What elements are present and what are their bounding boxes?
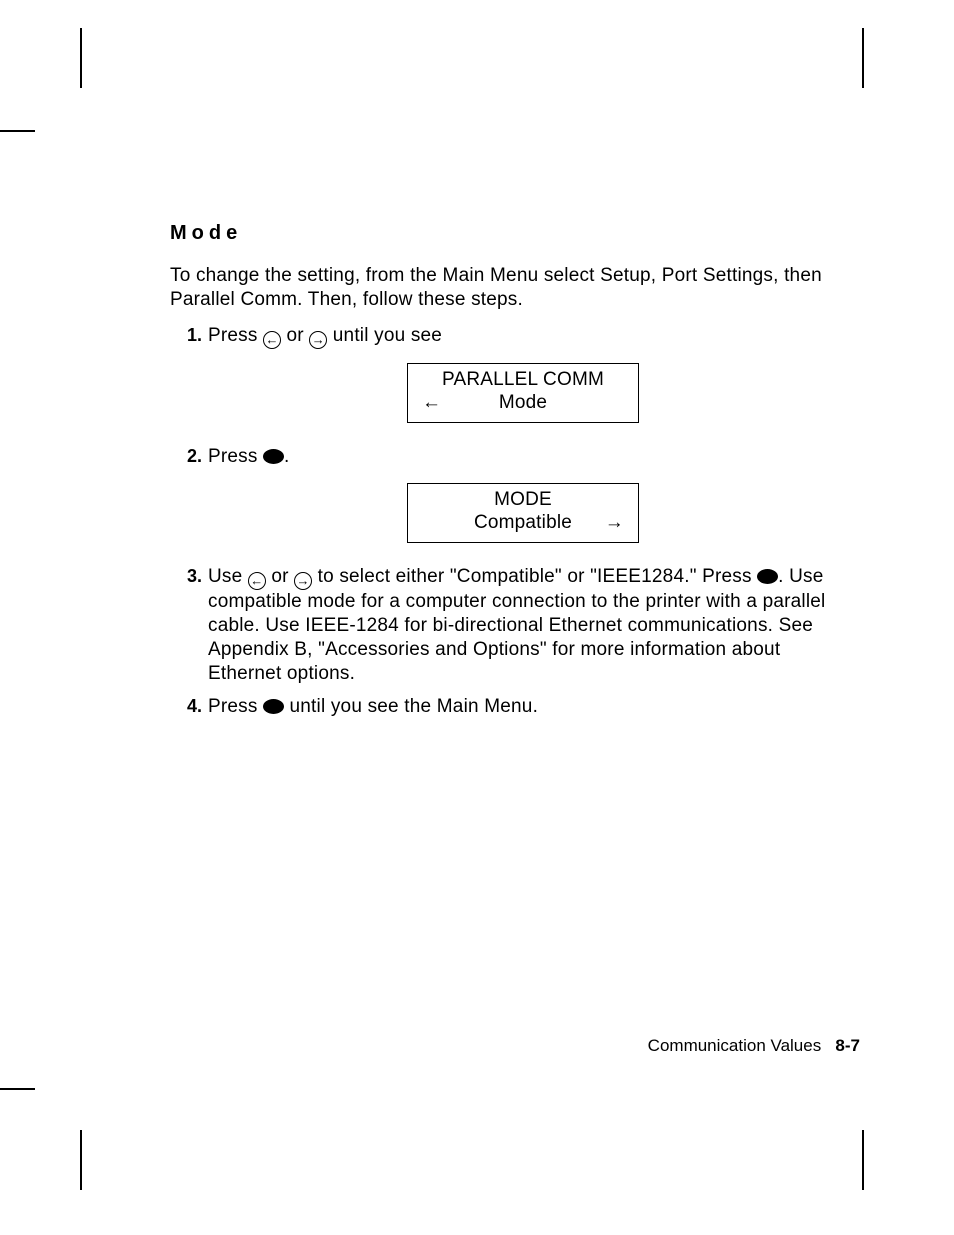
enter-button-icon [263,699,284,714]
arrow-button-icon: ← [248,572,266,590]
step: 1. Press ← or → until you see PARALLEL COM… [178,324,838,437]
intro-paragraph: To change the setting, from the Main Men… [170,264,830,312]
step-number: 2. [178,445,202,468]
crop-mark [0,1088,35,1090]
footer-label: Communication Values [648,1036,822,1055]
left-arrow-icon: ← [422,392,441,415]
step-text: Press ← or → until you see [208,324,838,349]
step-number: 4. [178,695,202,718]
arrow-button-icon: → [294,572,312,590]
step-body: Press ← or → until you seePARALLEL COMM←… [208,324,838,437]
arrow-button-icon: ← [263,331,281,349]
lcd-line2: Compatible → [416,512,630,535]
enter-button-icon [263,449,284,464]
lcd-line1: MODE [416,489,630,512]
lcd-display: MODECompatible → [407,483,639,543]
page-footer: Communication Values 8-7 [648,1036,860,1056]
lcd-line1: PARALLEL COMM [416,369,630,392]
step-text: Press until you see the Main Menu. [208,695,838,719]
step-number: 1. [178,324,202,347]
crop-mark [862,28,864,88]
crop-mark [862,1130,864,1190]
crop-mark [80,1130,82,1190]
footer-page-number: 8-7 [835,1036,860,1055]
step-body: Press until you see the Main Menu. [208,695,838,719]
steps-list: 1. Press ← or → until you see PARALLEL COM… [178,316,838,723]
step-body: Press . MODECompatible → [208,445,838,557]
lcd-line2: ← Mode [416,392,630,415]
step: 3. Use ← or → to select either "Compatibl… [178,565,838,687]
lcd-display: PARALLEL COMM← Mode [407,363,639,423]
arrow-button-icon: → [309,331,327,349]
step-number: 3. [178,565,202,588]
step-text: Press . [208,445,838,469]
step-body: Use ← or → to select either "Compatible"… [208,565,838,687]
right-arrow-icon: → [605,512,624,535]
crop-mark [0,130,35,132]
lcd-line2-text: Compatible [474,512,572,533]
lcd-line2-text: Mode [499,392,547,413]
enter-button-icon [757,569,778,584]
section-heading: Mode [170,222,242,245]
step: 2. Press . MODECompatible → [178,445,838,557]
step: 4. Press until you see the Main Menu. [178,695,838,719]
crop-mark [80,28,82,88]
step-text: Use ← or → to select either "Compatible"… [208,565,838,687]
